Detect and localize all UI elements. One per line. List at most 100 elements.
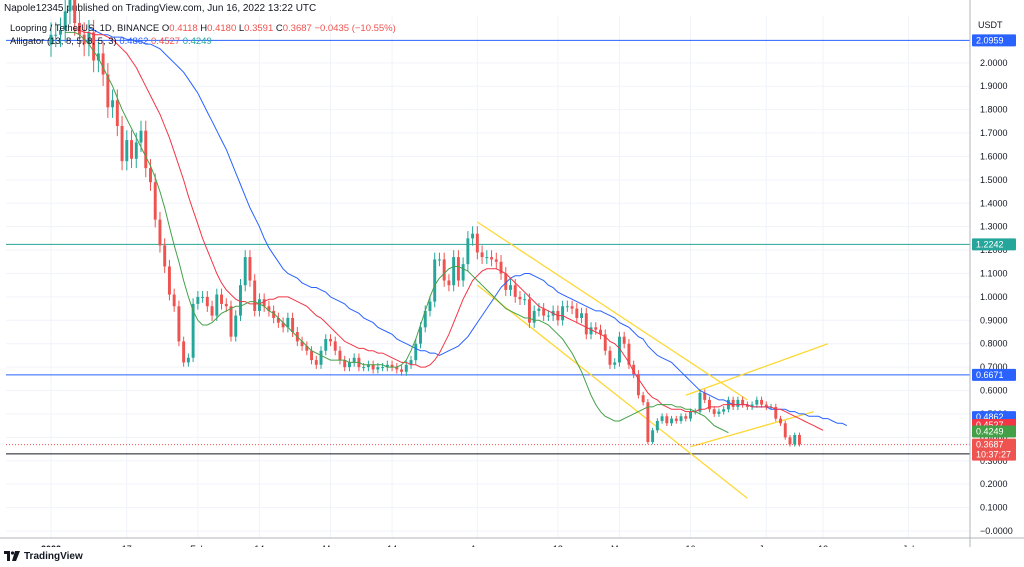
jaw-value: 0.4862 [119,36,149,47]
candle-body [703,392,707,400]
candle-body [205,296,209,307]
y-tick-label: 1.5000 [980,175,1008,185]
x-tick-label: Mar [323,544,339,547]
price-chart[interactable]: USDT 2.0000 1.9000 1.8000 1.7000 1.6000 1.500… [0,0,1024,547]
candle-body [314,360,318,365]
candle-body [509,285,512,290]
open-value: 0.4118 [169,23,198,34]
candle-body [191,303,195,358]
candle-body [655,420,659,431]
low-value: 0.3591 [244,23,274,34]
change-value: −0.0435 (−10.55%) [314,23,396,34]
candle-body [281,322,285,328]
candle-body [741,399,745,405]
candle-body [599,329,602,335]
close-value: 0.3687 [282,23,312,34]
candle-body [532,310,536,323]
candle-body [797,435,801,445]
candle-body [537,308,541,311]
candle-body [286,317,290,328]
candle-body [764,404,768,407]
chart-header: Napole12345 published on TradingView.com… [0,0,1024,20]
channel-line [685,343,829,396]
x-tick-label: 17 [122,544,132,547]
candle-body [163,245,167,267]
axes: USDT [0,0,1024,547]
published-by-text: Napole12345 published on TradingView.com… [4,3,317,14]
y-tick-label: 0.3000 [980,456,1008,466]
candle-body [324,339,328,351]
y-tick-label: 2.0000 [980,58,1008,68]
candle-body [362,367,366,369]
candle-body [788,437,792,445]
x-tick-label: Feb [190,544,206,547]
candle-body [580,313,584,318]
high-label: H [200,23,208,34]
candle-body [603,334,607,351]
price-label-box [972,425,1016,438]
candle-body [613,362,617,365]
candle-body [139,130,143,143]
candle-body [96,53,100,61]
candle-body [684,416,688,419]
price-label-text: 0.6671 [976,370,1004,380]
x-tick-label: Apr [470,544,484,547]
candle-body [182,341,186,363]
trend-channel [476,221,829,499]
candle-body [641,395,645,403]
candle-body [499,261,503,274]
candle-body [59,30,62,35]
candle-body [722,409,726,412]
candle-body [627,343,631,365]
candle-body [68,0,72,12]
y-tick-label: 0.6000 [980,386,1008,396]
candle-body [54,34,58,36]
channel-line [690,410,814,448]
y-tick-label: 1.7000 [980,128,1008,138]
candle-body [130,140,134,159]
candle-body [376,367,380,370]
candle-body [679,416,683,421]
y-axis-ticks: 2.0000 1.9000 1.8000 1.7000 1.6000 1.5000 1.40… [980,58,1013,536]
candle-body [518,296,522,300]
y-tick-label: 0.8000 [980,339,1008,349]
candle-body [92,32,96,61]
candle-body [390,364,394,368]
y-tick-label: 1.0000 [980,292,1008,302]
candle-body [125,140,129,162]
y-tick-label: 1.1000 [980,268,1008,278]
candle-body [77,23,81,35]
candle-body [513,285,517,297]
candle-body [646,402,650,443]
x-tick-label: 2022 [41,544,61,547]
candle-body [504,273,508,290]
candle-body [87,32,91,45]
candle-body [371,364,375,370]
candle-body [414,343,418,361]
candle-body [480,252,484,258]
candle-body [542,308,546,316]
candle-body [674,418,678,421]
alligator-label[interactable]: Alligator (13, 8, 5, 8, 5, 3) [10,36,117,47]
candle-body [617,336,621,363]
candle-body [239,285,242,316]
candle-body [262,299,266,307]
candle-body [149,168,152,183]
candle-body [608,350,612,365]
open-label: O [161,23,170,34]
x-tick-label: 14 [254,544,264,547]
candle-body [310,350,314,361]
candle-body [561,306,565,321]
y-tick-label: −0.0000 [980,526,1013,536]
price-label-box [972,368,1016,381]
symbol-label[interactable]: Loopring / TetherUS, 1D, BINANCE [10,23,160,34]
candle-body [736,399,740,407]
tradingview-footer[interactable]: TradingView [4,548,83,564]
candle-body [490,257,494,260]
candle-body [456,257,460,281]
candle-body [779,418,782,424]
candle-body [272,310,276,318]
candle-body [63,11,67,31]
candle-body [660,416,664,421]
candle-body [234,315,238,337]
